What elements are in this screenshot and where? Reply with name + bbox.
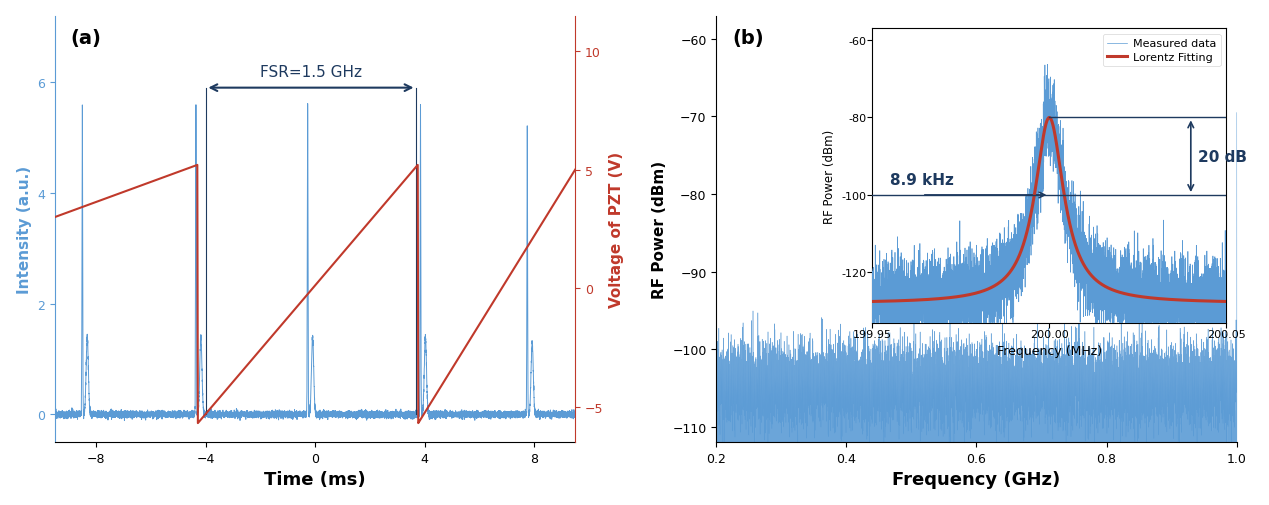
Text: FSR=1.5 GHz: FSR=1.5 GHz [260, 65, 362, 80]
Text: (a): (a) [71, 29, 102, 48]
X-axis label: Time (ms): Time (ms) [264, 470, 365, 488]
Y-axis label: Voltage of PZT (V): Voltage of PZT (V) [609, 152, 624, 308]
X-axis label: Frequency (GHz): Frequency (GHz) [892, 470, 1061, 488]
Text: (b): (b) [732, 29, 764, 48]
Y-axis label: Intensity (a.u.): Intensity (a.u.) [16, 166, 32, 293]
Y-axis label: RF Power (dBm): RF Power (dBm) [652, 161, 666, 298]
